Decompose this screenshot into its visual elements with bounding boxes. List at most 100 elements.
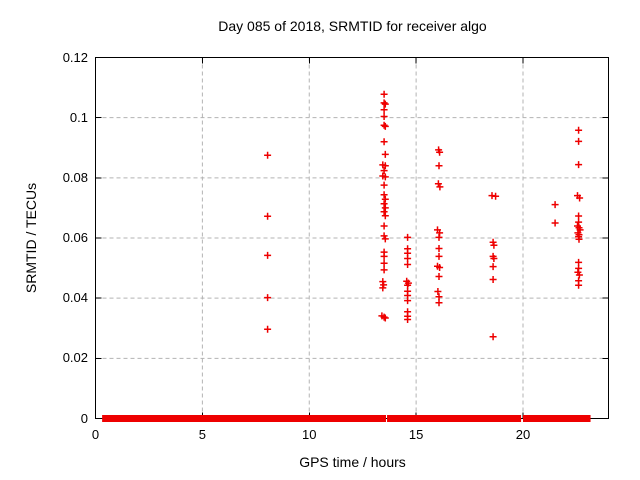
- data-point: [381, 314, 389, 322]
- data-point: [381, 195, 389, 203]
- zero-band-segment: [166, 415, 203, 422]
- x-tick-label: 10: [302, 427, 317, 442]
- zero-band-segment: [102, 415, 153, 422]
- x-axis-label: GPS time / hours: [299, 454, 406, 470]
- data-point: [435, 245, 443, 252]
- data-point: [404, 255, 412, 262]
- x-tick-label: 5: [198, 427, 206, 442]
- y-tick-label: 0.06: [62, 230, 88, 245]
- zero-band-segment: [151, 415, 165, 422]
- data-point: [380, 113, 388, 120]
- data-point: [490, 241, 498, 249]
- data-point: [380, 90, 388, 98]
- y-tick-label: 0.08: [62, 169, 88, 185]
- data-point: [404, 281, 412, 289]
- y-tick-label: 0.04: [62, 290, 88, 306]
- data-point: [404, 316, 412, 323]
- data-point: [381, 100, 389, 108]
- zero-band-segment: [483, 415, 522, 422]
- data-point: [404, 233, 412, 241]
- data-point: [381, 212, 389, 220]
- x-tick-label: 15: [408, 427, 424, 442]
- zero-band-segment: [160, 415, 171, 422]
- data-point: [379, 284, 387, 292]
- data-point: [575, 137, 583, 145]
- data-point: [489, 263, 497, 271]
- data-points: [264, 90, 584, 341]
- gridlines: [95, 57, 609, 419]
- data-point: [264, 325, 272, 333]
- data-point: [380, 99, 388, 107]
- data-point: [492, 192, 500, 200]
- data-point: [434, 180, 442, 188]
- zero-band-segment: [201, 415, 220, 422]
- data-point: [380, 200, 388, 208]
- y-tick-label: 0.02: [62, 350, 88, 366]
- data-point: [551, 219, 559, 227]
- data-point: [436, 264, 444, 271]
- zero-band-segment: [530, 415, 543, 422]
- x-tick-label: 20: [515, 427, 531, 442]
- data-point: [575, 235, 583, 243]
- data-point: [381, 204, 389, 212]
- zero-band-segment: [425, 415, 445, 422]
- data-point: [380, 138, 388, 146]
- data-point: [381, 162, 389, 170]
- data-point: [380, 266, 388, 274]
- data-point: [380, 121, 388, 129]
- data-point: [435, 273, 443, 280]
- zero-band-segment: [410, 415, 427, 422]
- data-point: [576, 194, 584, 202]
- data-point: [380, 259, 388, 267]
- data-point: [435, 162, 443, 170]
- y-tick-label: 0.12: [62, 49, 88, 65]
- zero-band-segment: [387, 415, 412, 422]
- data-point: [434, 288, 442, 295]
- data-point: [380, 313, 388, 321]
- data-point: [381, 122, 389, 130]
- data-point: [380, 191, 388, 199]
- data-point: [380, 252, 388, 260]
- data-point: [575, 271, 583, 279]
- zero-band: [102, 415, 591, 422]
- data-point: [575, 126, 583, 134]
- data-point: [380, 222, 388, 230]
- data-point: [380, 167, 388, 175]
- data-point: [435, 252, 443, 260]
- zero-band-segment: [440, 415, 451, 422]
- y-tick-label: 0: [80, 410, 88, 426]
- data-point: [380, 208, 388, 216]
- data-point: [489, 333, 497, 341]
- data-point: [404, 261, 412, 268]
- data-point: [264, 212, 272, 220]
- data-point: [489, 276, 497, 283]
- data-point: [575, 161, 583, 169]
- x-tick-label: 0: [91, 427, 100, 442]
- data-point: [264, 151, 272, 159]
- data-point: [380, 181, 388, 189]
- data-point: [575, 212, 583, 220]
- data-point: [436, 183, 444, 191]
- zero-band-segment: [446, 415, 488, 422]
- data-point: [404, 297, 412, 305]
- zero-band-segment: [574, 415, 586, 422]
- zero-band-segment: [566, 415, 578, 422]
- data-point: [435, 233, 443, 241]
- zero-band-segment: [540, 415, 571, 422]
- data-point: [551, 201, 559, 209]
- data-point: [381, 150, 389, 158]
- data-point: [575, 258, 583, 266]
- data-point: [435, 299, 443, 307]
- zero-band-segment: [239, 415, 292, 422]
- data-point: [379, 278, 387, 286]
- zero-band-segment: [581, 415, 591, 422]
- data-point: [436, 148, 444, 156]
- zero-band-segment: [287, 415, 386, 422]
- data-point: [575, 281, 583, 289]
- data-point: [381, 235, 389, 243]
- zero-band-segment: [522, 415, 534, 422]
- zero-band-segment: [217, 415, 243, 422]
- data-point: [264, 251, 272, 259]
